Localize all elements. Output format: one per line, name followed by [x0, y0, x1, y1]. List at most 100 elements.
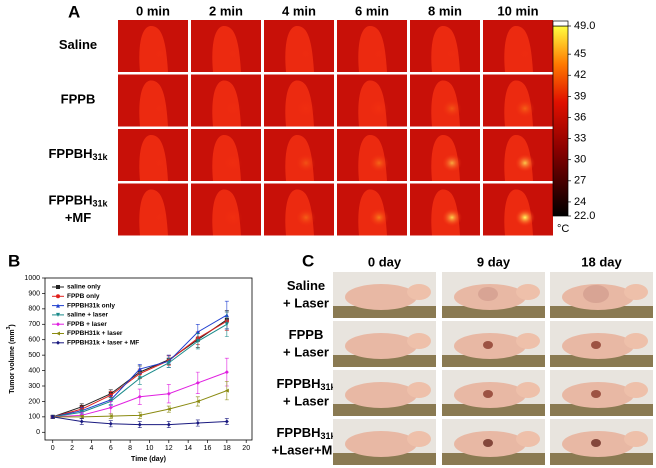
colorbar-cap [552, 20, 569, 27]
tumor-site [583, 285, 609, 303]
photo-glove [442, 404, 545, 416]
hot-spot [223, 99, 243, 118]
panel-label: C [302, 251, 314, 270]
legend-label: FPPB + laser [67, 321, 107, 328]
data-point [137, 367, 142, 372]
x-tick-label: 12 [165, 445, 173, 452]
colorbar [552, 25, 569, 217]
hot-spot [369, 99, 389, 118]
hot-spot [515, 154, 535, 172]
mouse-head [516, 382, 540, 398]
data-point [195, 330, 200, 334]
tumor-site [483, 439, 493, 447]
data-point [108, 405, 113, 410]
y-tick-label: 300 [28, 383, 40, 390]
hot-spot [150, 208, 170, 227]
y-tick-label: 400 [28, 367, 40, 374]
photo-glove [333, 355, 436, 367]
data-point [137, 413, 142, 418]
colorbar-tick-label: 30 [574, 154, 586, 166]
x-tick-label: 18 [223, 445, 231, 452]
colorbar-tick-label: 49.0 [574, 20, 595, 32]
data-point [50, 414, 55, 419]
colorbar-tick-label: 27 [574, 175, 586, 187]
mouse-head [516, 431, 540, 447]
hot-spot [442, 154, 462, 172]
mouse-head [407, 382, 431, 398]
photo-glove [550, 453, 653, 465]
row-label: FPPB [289, 327, 324, 342]
y-tick-label: 1000 [24, 275, 40, 282]
legend-marker [56, 303, 60, 308]
plot-frame [44, 277, 253, 441]
data-point [108, 421, 113, 426]
data-point [137, 422, 142, 427]
hot-spot [223, 45, 243, 63]
row-label: FPPBH31k [276, 376, 336, 392]
hot-spot [369, 154, 389, 172]
photo-glove [442, 355, 545, 367]
colorbar-tick-label: 42 [574, 69, 586, 81]
tumor-site [478, 287, 498, 301]
colorbar-tick-label: 45 [574, 48, 586, 60]
x-tick-label: 2 [70, 445, 74, 452]
mouse-body [345, 284, 417, 310]
data-point [195, 421, 200, 426]
y-axis-label: Tumor volume (mm3) [6, 324, 16, 394]
tumor-site [483, 390, 493, 398]
x-tick-label: 20 [242, 445, 250, 452]
data-point [224, 322, 229, 327]
hot-spot [515, 45, 535, 63]
photo-glove [442, 453, 545, 465]
row-label: + Laser [283, 393, 329, 408]
hot-spot [296, 45, 316, 63]
mouse-body [345, 431, 417, 457]
x-tick-label: 14 [184, 445, 192, 452]
data-point [195, 380, 200, 385]
data-point [224, 370, 229, 375]
x-tick-label: 10 [146, 445, 154, 452]
x-tick-label: 4 [89, 445, 93, 452]
column-header: 4 min [282, 3, 316, 18]
mouse-head [407, 284, 431, 300]
y-tick-label: 800 [28, 306, 40, 313]
tumor-site [591, 390, 601, 398]
row-label: Saline [287, 278, 325, 293]
row-label: + Laser [283, 344, 329, 359]
data-point [224, 388, 229, 393]
photo-glove [442, 306, 545, 318]
y-tick-label: 900 [28, 290, 40, 297]
colorbar-tick-label: 39 [574, 90, 586, 102]
x-tick-label: 8 [128, 445, 132, 452]
column-header: 0 min [136, 3, 170, 18]
hot-spot [442, 99, 462, 118]
hot-spot [296, 208, 316, 227]
tumor-site [591, 439, 601, 447]
tumor-site [591, 341, 601, 349]
row-label: FPPBH31k [276, 425, 336, 441]
hot-spot [150, 45, 170, 63]
legend-marker [56, 285, 60, 289]
row-label: Saline [59, 37, 97, 52]
mouse-head [624, 382, 648, 398]
data-point [195, 339, 200, 344]
data-point [195, 399, 200, 404]
legend-marker [56, 294, 60, 299]
colorbar-tick-label: 22.0 [574, 210, 595, 222]
hot-spot [150, 154, 170, 172]
row-label: + Laser [283, 295, 329, 310]
data-point [166, 407, 171, 412]
data-point [224, 419, 229, 424]
hot-spot [296, 99, 316, 118]
hot-spot [369, 208, 389, 227]
y-tick-label: 500 [28, 352, 40, 359]
photo-glove [550, 404, 653, 416]
mouse-body [345, 382, 417, 408]
data-point [166, 391, 171, 396]
mouse-head [516, 284, 540, 300]
data-point [79, 414, 84, 419]
photo-glove [333, 306, 436, 318]
photo-glove [333, 404, 436, 416]
legend-marker [56, 312, 60, 317]
